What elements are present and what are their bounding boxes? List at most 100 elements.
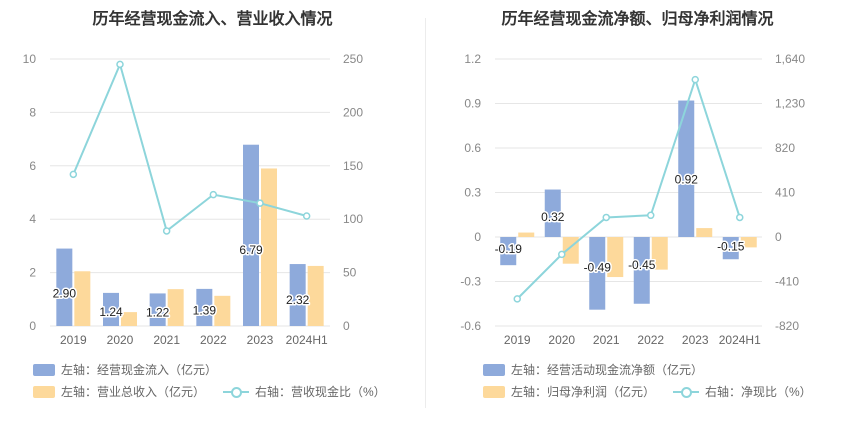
bar-series-1 xyxy=(544,189,561,237)
x-tick-label: 2021 xyxy=(153,333,180,347)
legend-label: 左轴：归母净利润（亿元） xyxy=(511,385,656,399)
chart-panel-right: 历年经营现金流净额、归母净利润情况 -0.6 -0.3 0 0.3 0.6 0.9 1.2-… xyxy=(425,0,850,437)
chart-title: 历年经营现金流净额、归母净利润情况 xyxy=(501,11,774,28)
data-label: -0.45 xyxy=(628,258,656,272)
x-tick-label: 2019 xyxy=(504,333,531,347)
bar-series-1 xyxy=(196,288,213,326)
x-tick-label: 2024H1 xyxy=(719,333,761,347)
data-label: 1.24 xyxy=(99,305,123,319)
bar-series-1 xyxy=(56,248,73,326)
y-left-tick-label: 0.9 xyxy=(464,97,481,111)
x-tick-label: 2019 xyxy=(60,333,87,347)
bar-series-2 xyxy=(261,168,277,326)
chart-right: -0.6 -0.3 0 0.3 0.6 0.9 1.2 -820 -410 0 410 820 1,23… xyxy=(460,52,805,347)
line-point xyxy=(736,213,744,222)
legend-item-cash-inflow[interactable]: 左轴：经营现金流入（亿元） xyxy=(33,361,217,378)
y-right-tick-label: 250 xyxy=(343,52,363,66)
line-point xyxy=(162,227,171,235)
legend-swatch-line xyxy=(223,386,250,398)
data-label: -0.49 xyxy=(584,261,612,275)
legend-swatch-bar xyxy=(483,385,505,398)
bar-series-1 xyxy=(500,237,517,266)
bar-series-2 xyxy=(696,228,713,237)
bar-series-1 xyxy=(149,293,166,326)
y-right-tick-label: 100 xyxy=(343,212,363,226)
line-point xyxy=(116,60,124,69)
bar-series-2 xyxy=(167,289,184,326)
line-point xyxy=(256,199,264,207)
data-label: 2.32 xyxy=(286,293,310,307)
legend-item-revenue[interactable]: 左轴：营业总收入（亿元） xyxy=(33,383,205,400)
line-point xyxy=(209,190,218,199)
y-right-tick-label: 50 xyxy=(343,266,357,280)
y-right-tick-label: 150 xyxy=(343,159,363,173)
bar-series-2 xyxy=(121,312,137,326)
line-series xyxy=(72,61,307,233)
x-tick-label: 2023 xyxy=(247,333,274,347)
legend-swatch-bar xyxy=(33,363,55,376)
legend-label: 左轴：经营活动现金流净额（亿元） xyxy=(511,363,704,377)
legend-item-ratio[interactable]: 右轴：净现比（%） xyxy=(673,383,812,400)
chart-title: 历年经营现金流入、营业收入情况 xyxy=(92,11,333,28)
x-tick-label: 2020 xyxy=(548,333,575,347)
x-tick-label: 2022 xyxy=(637,333,664,347)
bar-series-2 xyxy=(74,271,91,326)
y-left-tick-label: 0 xyxy=(474,230,481,244)
line-point xyxy=(602,213,610,222)
bar-series-1 xyxy=(589,237,606,310)
y-right-tick-label: 1,230 xyxy=(775,97,805,111)
legend-row-2: 左轴：归母净利润（亿元） 右轴：净现比（%） xyxy=(483,383,830,400)
x-tick-label: 2024H1 xyxy=(286,333,328,347)
line-point xyxy=(691,75,699,84)
y-right-tick-label: 200 xyxy=(343,105,363,119)
bar-series-2 xyxy=(740,237,757,248)
y-left-tick-label: 8 xyxy=(29,105,36,119)
x-tick-label: 2022 xyxy=(200,333,227,347)
y-left-tick-label: 2 xyxy=(29,266,36,280)
data-label: 2.90 xyxy=(53,286,77,300)
bar-series-1 xyxy=(678,100,695,238)
bar-series-1 xyxy=(103,292,119,326)
legend-swatch-bar xyxy=(483,363,505,376)
bar-series-2 xyxy=(518,232,535,237)
y-left-tick-label: 0.3 xyxy=(464,186,481,200)
y-right-tick-label: 820 xyxy=(775,141,795,155)
legend-item-net-cash-flow[interactable]: 左轴：经营活动现金流净额（亿元） xyxy=(483,361,703,378)
legend-label: 右轴：营收现金比（%） xyxy=(255,385,386,399)
data-label: -0.15 xyxy=(717,239,745,253)
legend-label: 左轴：营业总收入（亿元） xyxy=(61,385,206,399)
data-label: -0.19 xyxy=(495,242,523,256)
legend-label: 左轴：经营现金流入（亿元） xyxy=(61,363,218,377)
data-label: 1.22 xyxy=(146,305,170,319)
line-series xyxy=(516,76,741,300)
y-left-tick-label: 6 xyxy=(29,159,36,173)
y-left-tick-label: 10 xyxy=(23,52,37,66)
y-right-tick-label: -820 xyxy=(775,319,799,333)
bar-series-1 xyxy=(289,264,306,326)
legend-item-net-profit[interactable]: 左轴：归母净利润（亿元） xyxy=(483,383,655,400)
panel-divider xyxy=(425,18,426,408)
data-label: 0.32 xyxy=(541,210,565,224)
y-left-tick-label: -0.3 xyxy=(460,275,481,289)
legend-swatch-line xyxy=(673,386,700,398)
x-tick-label: 2023 xyxy=(682,333,709,347)
line-point xyxy=(69,170,78,179)
line-point xyxy=(647,211,655,220)
y-right-tick-label: 1,640 xyxy=(775,52,805,66)
bar-series-2 xyxy=(214,295,231,326)
line-point xyxy=(558,250,566,259)
bar-series-1 xyxy=(243,144,259,326)
line-point xyxy=(513,295,521,303)
y-left-tick-label: 1.2 xyxy=(464,52,481,66)
bar-series-1 xyxy=(722,237,739,260)
data-label: 6.79 xyxy=(239,243,263,257)
y-left-tick-label: 4 xyxy=(29,212,36,226)
y-left-tick-label: 0 xyxy=(29,319,36,333)
y-right-tick-label: -410 xyxy=(775,275,799,289)
bar-series-2 xyxy=(307,265,324,326)
y-right-tick-label: 0 xyxy=(343,319,350,333)
x-tick-label: 2021 xyxy=(593,333,620,347)
legend-item-ratio[interactable]: 右轴：营收现金比（%） xyxy=(223,383,386,400)
x-tick-label: 2020 xyxy=(107,333,134,347)
